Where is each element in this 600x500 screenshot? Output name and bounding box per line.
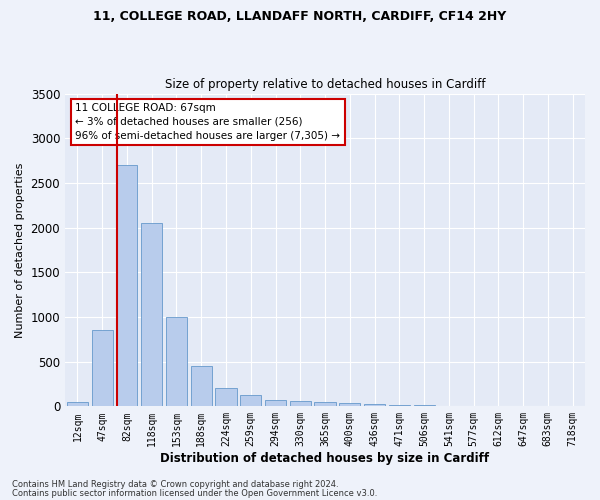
Bar (191, 366, 212, 406)
Text: 11 COLLEGE ROAD: 67sqm
← 3% of detached houses are smaller (256)
96% of semi-det: 11 COLLEGE ROAD: 67sqm ← 3% of detached … (76, 103, 340, 141)
Bar (265, 400, 286, 406)
Bar (116, 165, 137, 406)
Y-axis label: Number of detached properties: Number of detached properties (15, 162, 25, 338)
Text: Contains public sector information licensed under the Open Government Licence v3: Contains public sector information licen… (12, 488, 377, 498)
Bar (166, 317, 187, 406)
Bar (339, 403, 361, 406)
Bar (389, 404, 410, 406)
Bar (141, 223, 162, 406)
Bar (215, 388, 236, 406)
Text: Contains HM Land Registry data © Crown copyright and database right 2024.: Contains HM Land Registry data © Crown c… (12, 480, 338, 489)
X-axis label: Distribution of detached houses by size in Cardiff: Distribution of detached houses by size … (160, 452, 490, 465)
Text: 11, COLLEGE ROAD, LLANDAFF NORTH, CARDIFF, CF14 2HY: 11, COLLEGE ROAD, LLANDAFF NORTH, CARDIF… (94, 10, 506, 23)
Bar (92, 330, 113, 406)
Bar (290, 401, 311, 406)
Bar (314, 402, 335, 406)
Bar (240, 394, 261, 406)
Title: Size of property relative to detached houses in Cardiff: Size of property relative to detached ho… (165, 78, 485, 91)
Bar (67, 402, 88, 406)
Bar (364, 404, 385, 406)
